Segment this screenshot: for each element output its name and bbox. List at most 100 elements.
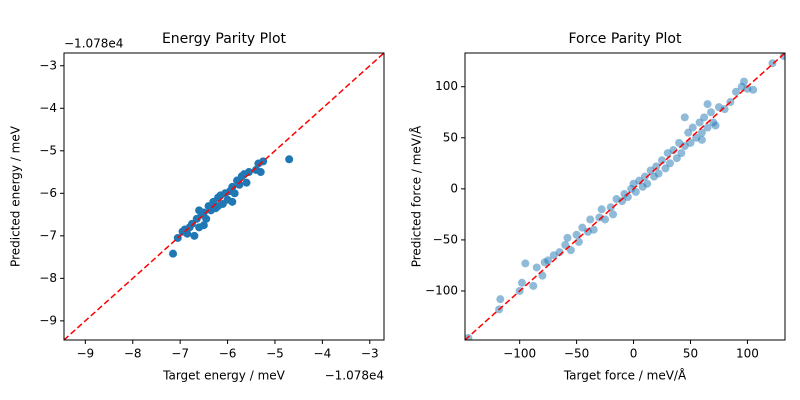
x-tick-label: −5 [266, 347, 284, 361]
point [597, 205, 606, 214]
point [465, 333, 473, 340]
point [643, 179, 652, 188]
point [665, 159, 674, 168]
point [601, 215, 610, 224]
x-tick-label: −50 [564, 347, 589, 361]
point [285, 155, 294, 164]
point [228, 197, 237, 206]
chart-title: Force Parity Plot [569, 31, 682, 47]
x-tick-label: 100 [736, 347, 759, 361]
point [563, 233, 572, 242]
point [661, 164, 670, 173]
x-tick-label: −4 [314, 347, 332, 361]
point [749, 85, 758, 94]
y-tick-label: −3 [39, 58, 57, 72]
point [532, 263, 541, 272]
point [646, 166, 655, 175]
y-axis-label: Predicted force / meV/Å [409, 125, 424, 267]
axis-frame [63, 52, 385, 341]
point [680, 113, 689, 122]
y-offset: −1.078e4 [64, 37, 123, 51]
y-tick-label: 0 [450, 181, 458, 195]
x-tick-label: −3 [361, 347, 379, 361]
x-offset: −1.078e4 [325, 369, 384, 383]
x-tick-label: −7 [171, 347, 189, 361]
point [654, 169, 663, 178]
point [529, 281, 538, 290]
y-tick-label: −5 [39, 143, 57, 157]
point [703, 100, 712, 109]
point [199, 221, 208, 230]
point [538, 271, 547, 280]
point [202, 214, 211, 223]
point [684, 128, 693, 137]
point [578, 223, 587, 232]
x-axis-label: Target energy / meV [162, 369, 285, 383]
point [631, 187, 640, 196]
point [672, 154, 681, 163]
y-tick-label: −50 [433, 232, 458, 246]
y-axis-label: Predicted energy / meV [9, 125, 23, 267]
point [178, 227, 187, 236]
point [521, 259, 530, 268]
point [235, 180, 244, 189]
y-tick-label: −8 [39, 271, 57, 285]
point [586, 215, 595, 224]
plot-area [64, 53, 384, 340]
point [566, 246, 575, 255]
point [544, 256, 553, 265]
x-tick-label: −8 [124, 347, 142, 361]
y-tick-label: −100 [425, 283, 458, 297]
point [732, 87, 741, 96]
point [697, 128, 706, 137]
x-tick-label: −6 [219, 347, 237, 361]
x-tick-label: 50 [683, 347, 698, 361]
point [195, 206, 204, 215]
x-axis-label: Target force / meV/Å [563, 368, 687, 383]
point [496, 295, 505, 304]
axis-frame [464, 52, 786, 341]
y-tick-label: 50 [443, 130, 458, 144]
x-tick-label: −9 [76, 347, 94, 361]
point [606, 203, 615, 212]
point [517, 278, 526, 287]
point [711, 121, 720, 130]
y-tick-label: −7 [39, 228, 57, 242]
y-tick-label: −6 [39, 186, 57, 200]
point [697, 135, 706, 144]
point [589, 225, 598, 234]
x-tick-label: −100 [503, 347, 536, 361]
point [740, 77, 749, 86]
point [695, 118, 704, 127]
point [700, 113, 709, 122]
point [572, 230, 581, 239]
x-tick-label: 0 [630, 347, 638, 361]
point [574, 237, 583, 246]
point [256, 168, 265, 177]
point [244, 168, 253, 177]
point [703, 123, 712, 132]
plot-area [465, 53, 785, 340]
point [652, 162, 661, 171]
point [720, 105, 729, 114]
point [609, 210, 618, 219]
y-tick-label: −9 [39, 313, 57, 327]
point [706, 108, 715, 117]
point [242, 178, 251, 187]
point [214, 202, 223, 211]
point [228, 182, 237, 191]
point [677, 149, 686, 158]
point [190, 231, 199, 240]
chart-title: Energy Parity Plot [162, 31, 287, 47]
y-tick-label: −4 [39, 101, 57, 115]
point [188, 219, 196, 228]
point [169, 249, 178, 258]
point [640, 172, 649, 181]
point [230, 189, 239, 198]
y-tick-label: 100 [435, 79, 458, 93]
point [561, 241, 570, 250]
point [688, 123, 697, 132]
point [618, 197, 627, 206]
point [686, 138, 695, 147]
